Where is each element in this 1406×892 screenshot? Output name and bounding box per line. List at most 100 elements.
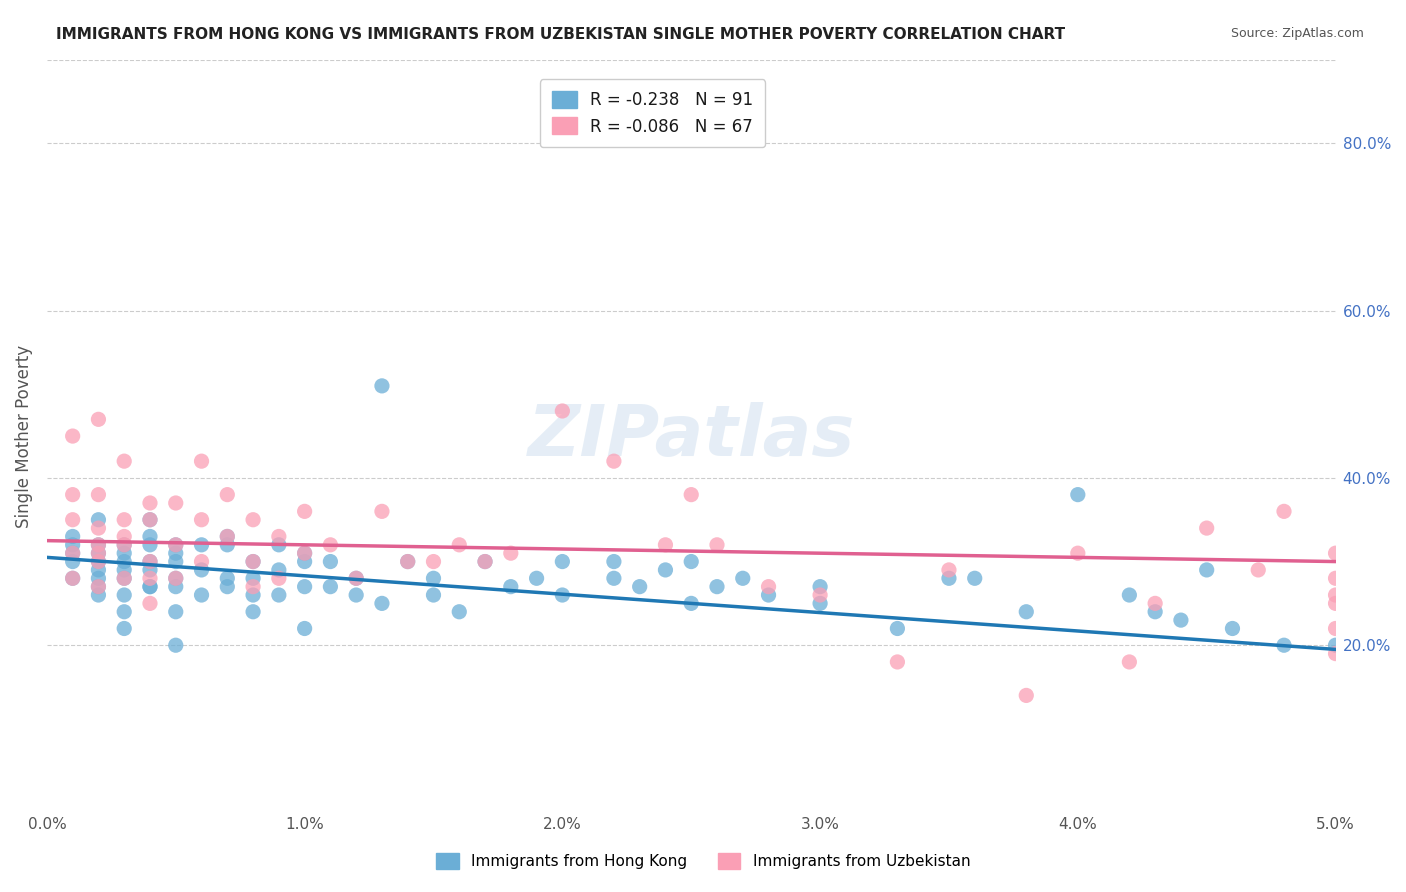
Point <box>62 529 84 543</box>
Point <box>190 454 212 468</box>
Point <box>112 588 135 602</box>
Point <box>1324 588 1347 602</box>
Point <box>294 580 316 594</box>
Point <box>371 379 394 393</box>
Point <box>190 555 212 569</box>
Point <box>551 588 574 602</box>
Point <box>139 596 162 610</box>
Point <box>654 538 676 552</box>
Point <box>165 538 187 552</box>
Point <box>938 571 960 585</box>
Point <box>87 412 110 426</box>
Point <box>1324 546 1347 560</box>
Point <box>886 655 908 669</box>
Point <box>112 605 135 619</box>
Point <box>267 571 290 585</box>
Point <box>1118 588 1140 602</box>
Y-axis label: Single Mother Poverty: Single Mother Poverty <box>15 344 32 528</box>
Point <box>267 529 290 543</box>
Point <box>139 580 162 594</box>
Point <box>319 538 342 552</box>
Point <box>242 555 264 569</box>
Point <box>139 563 162 577</box>
Point <box>165 571 187 585</box>
Point <box>217 580 239 594</box>
Point <box>449 538 471 552</box>
Point <box>139 513 162 527</box>
Point <box>551 555 574 569</box>
Point <box>112 546 135 560</box>
Point <box>396 555 419 569</box>
Point <box>422 571 444 585</box>
Point <box>62 571 84 585</box>
Point <box>1324 596 1347 610</box>
Point <box>808 580 831 594</box>
Point <box>242 580 264 594</box>
Point <box>1247 563 1270 577</box>
Point <box>190 538 212 552</box>
Point <box>267 563 290 577</box>
Point <box>1272 504 1295 518</box>
Point <box>165 580 187 594</box>
Point <box>499 580 522 594</box>
Point <box>681 596 703 610</box>
Point <box>87 580 110 594</box>
Point <box>1144 605 1167 619</box>
Point <box>87 538 110 552</box>
Point <box>217 571 239 585</box>
Point <box>62 538 84 552</box>
Legend: Immigrants from Hong Kong, Immigrants from Uzbekistan: Immigrants from Hong Kong, Immigrants fr… <box>430 847 976 875</box>
Point <box>87 546 110 560</box>
Point <box>112 622 135 636</box>
Point <box>706 580 728 594</box>
Point <box>112 529 135 543</box>
Point <box>1015 605 1038 619</box>
Point <box>294 504 316 518</box>
Point <box>217 488 239 502</box>
Point <box>62 546 84 560</box>
Point <box>112 563 135 577</box>
Point <box>396 555 419 569</box>
Point <box>294 622 316 636</box>
Point <box>242 571 264 585</box>
Point <box>190 513 212 527</box>
Point <box>294 546 316 560</box>
Point <box>526 571 548 585</box>
Point <box>758 588 780 602</box>
Point <box>1067 488 1090 502</box>
Point <box>886 622 908 636</box>
Point <box>1067 546 1090 560</box>
Point <box>139 529 162 543</box>
Point <box>449 605 471 619</box>
Point <box>1222 622 1244 636</box>
Point <box>165 546 187 560</box>
Point <box>87 488 110 502</box>
Point <box>731 571 754 585</box>
Point <box>319 580 342 594</box>
Legend: R = -0.238   N = 91, R = -0.086   N = 67: R = -0.238 N = 91, R = -0.086 N = 67 <box>540 79 765 147</box>
Text: ZIPatlas: ZIPatlas <box>527 401 855 471</box>
Point <box>242 555 264 569</box>
Point <box>190 588 212 602</box>
Point <box>87 555 110 569</box>
Point <box>681 555 703 569</box>
Point <box>422 555 444 569</box>
Point <box>217 529 239 543</box>
Point <box>267 588 290 602</box>
Point <box>217 529 239 543</box>
Point <box>87 513 110 527</box>
Point <box>242 513 264 527</box>
Text: IMMIGRANTS FROM HONG KONG VS IMMIGRANTS FROM UZBEKISTAN SINGLE MOTHER POVERTY CO: IMMIGRANTS FROM HONG KONG VS IMMIGRANTS … <box>56 27 1066 42</box>
Point <box>139 496 162 510</box>
Point <box>87 563 110 577</box>
Point <box>344 571 367 585</box>
Point <box>62 429 84 443</box>
Point <box>112 555 135 569</box>
Point <box>474 555 496 569</box>
Point <box>474 555 496 569</box>
Point <box>1195 521 1218 535</box>
Point <box>62 555 84 569</box>
Point <box>1015 689 1038 703</box>
Point <box>371 504 394 518</box>
Point <box>681 488 703 502</box>
